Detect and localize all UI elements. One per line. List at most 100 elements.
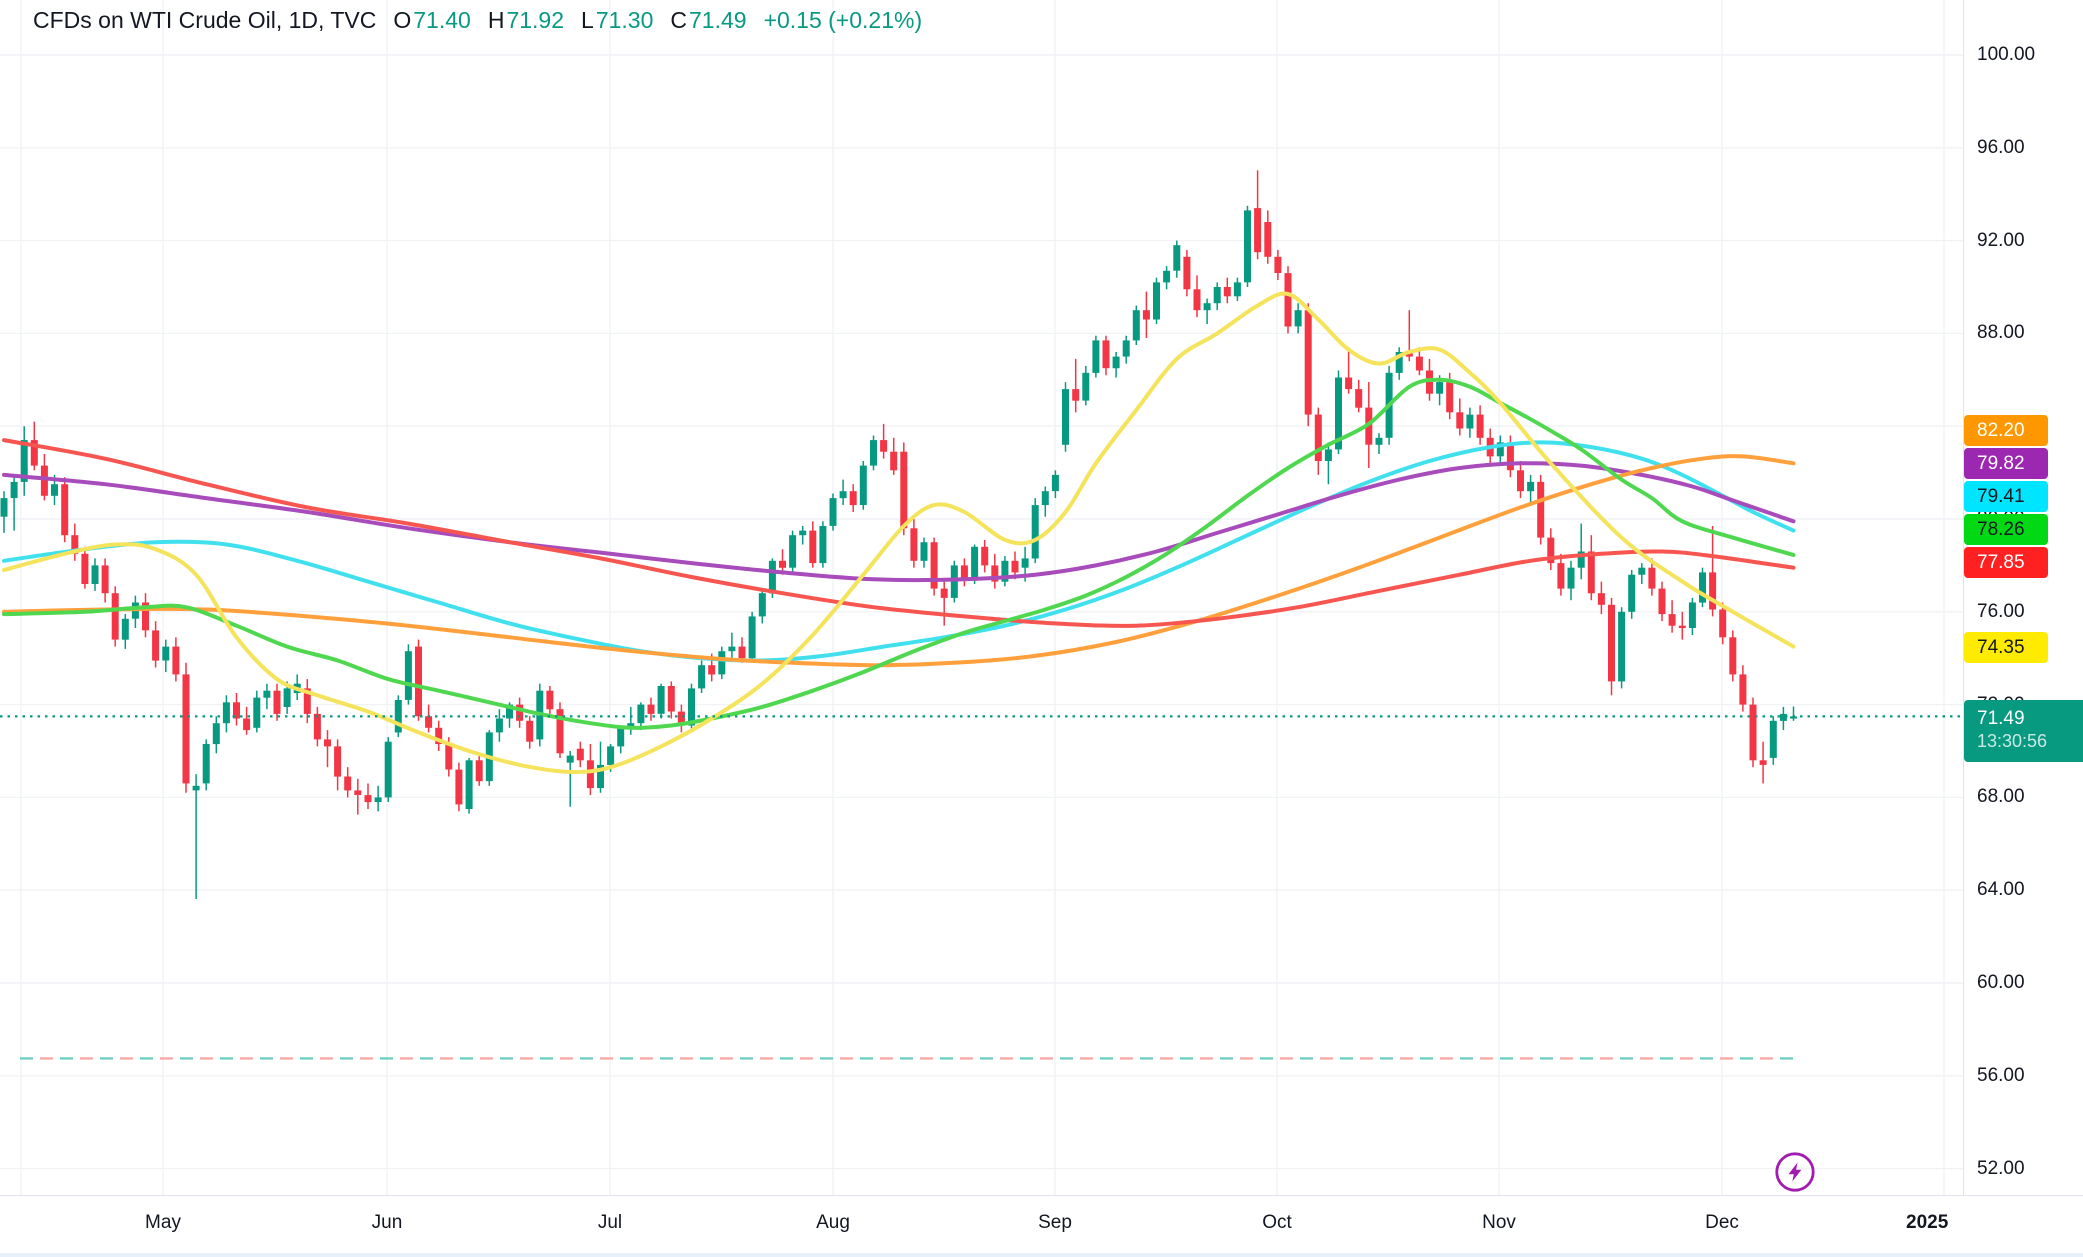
candle-body[interactable] (940, 588, 948, 598)
candle-body[interactable] (1335, 377, 1342, 450)
price-axis[interactable]: 100.0096.0092.0088.0084.0080.0076.0072.0… (1963, 0, 2083, 1195)
candle-body[interactable] (1112, 356, 1120, 369)
candle-body[interactable] (1122, 340, 1130, 357)
candle-body[interactable] (172, 646, 180, 675)
candle-body[interactable] (404, 651, 412, 700)
candle-body[interactable] (1173, 245, 1181, 271)
candle-body[interactable] (364, 795, 372, 803)
candle-body[interactable] (647, 704, 655, 714)
candle-body[interactable] (1405, 352, 1413, 357)
candle-body[interactable] (475, 760, 483, 782)
candle-body[interactable] (748, 616, 756, 659)
candle-body[interactable] (1102, 340, 1110, 369)
candle-body[interactable] (1132, 310, 1140, 341)
candle-body[interactable] (1193, 289, 1201, 311)
candle-body[interactable] (313, 713, 321, 740)
candle-body[interactable] (30, 440, 38, 466)
candle-body[interactable] (920, 542, 928, 561)
candle-body[interactable] (192, 785, 200, 791)
candle-body[interactable] (1031, 505, 1039, 559)
candlestick-series[interactable] (0, 170, 1798, 899)
candle-body[interactable] (1496, 442, 1504, 457)
candle-body[interactable] (1779, 713, 1787, 721)
candle-body[interactable] (273, 690, 281, 714)
candle-body[interactable] (283, 688, 291, 707)
candle-body[interactable] (1062, 389, 1069, 445)
candle-body[interactable] (1436, 382, 1444, 394)
candle-body[interactable] (415, 646, 422, 717)
candle-body[interactable] (1547, 537, 1555, 564)
candle-body[interactable] (597, 764, 604, 789)
candle-body[interactable] (586, 760, 594, 789)
candle-body[interactable] (243, 718, 251, 731)
candle-body[interactable] (890, 451, 898, 471)
candle-body[interactable] (1517, 470, 1524, 492)
candle-body[interactable] (829, 498, 837, 526)
candle-body[interactable] (1577, 551, 1585, 568)
candle-body[interactable] (1314, 414, 1322, 461)
candle-body[interactable] (1244, 210, 1251, 283)
candle-body[interactable] (71, 535, 79, 554)
candle-body[interactable] (20, 440, 28, 482)
candle-body[interactable] (758, 593, 766, 617)
ma-badge-orange[interactable]: 82.20 (1964, 415, 2048, 446)
candle-body[interactable] (374, 797, 382, 802)
candle-body[interactable] (637, 704, 645, 724)
candle-body[interactable] (1041, 491, 1049, 506)
candle-body[interactable] (779, 560, 786, 568)
candle-body[interactable] (991, 565, 999, 582)
candle-body[interactable] (1699, 572, 1706, 603)
time-axis[interactable]: May Jun Jul Aug Sep Oct Nov Dec 2025 (0, 1195, 2083, 1253)
candle-body[interactable] (1082, 372, 1090, 401)
candle-body[interactable] (627, 723, 635, 728)
candle-body[interactable] (81, 553, 89, 584)
candle-body[interactable] (617, 727, 625, 747)
candle-body[interactable] (799, 530, 807, 536)
candle-body[interactable] (1608, 604, 1615, 682)
candle-body[interactable] (677, 711, 685, 726)
candle-body[interactable] (51, 484, 58, 496)
candle-body[interactable] (1395, 352, 1403, 373)
candle-body[interactable] (1284, 273, 1292, 327)
candle-body[interactable] (455, 769, 463, 805)
candle-body[interactable] (738, 646, 746, 659)
candle-body[interactable] (1142, 310, 1150, 320)
ma-purple-line[interactable] (2, 461, 1796, 583)
candle-body[interactable] (1638, 567, 1646, 575)
candle-body[interactable] (1345, 377, 1353, 390)
candle-body[interactable] (607, 746, 615, 765)
candle-body[interactable] (111, 593, 119, 640)
candle-body[interactable] (384, 741, 392, 798)
candle-body[interactable] (40, 465, 48, 496)
candle-body[interactable] (789, 535, 797, 568)
candle-body[interactable] (768, 560, 776, 594)
candle-body[interactable] (728, 646, 736, 652)
candle-body[interactable] (950, 565, 958, 598)
candle-body[interactable] (698, 665, 706, 689)
candle-body[interactable] (465, 760, 473, 809)
candle-body[interactable] (1759, 760, 1767, 765)
candle-body[interactable] (10, 481, 18, 499)
candle-body[interactable] (435, 727, 443, 744)
candle-body[interactable] (1051, 474, 1059, 492)
candle-body[interactable] (445, 744, 453, 770)
candle-body[interactable] (1739, 674, 1747, 705)
candle-body[interactable] (1729, 637, 1737, 675)
candle-body[interactable] (101, 565, 109, 594)
candle-body[interactable] (506, 704, 513, 719)
candle-body[interactable] (556, 709, 564, 754)
candle-body[interactable] (1223, 287, 1231, 297)
candle-body[interactable] (900, 451, 908, 529)
candle-body[interactable] (1233, 282, 1241, 297)
candle-body[interactable] (870, 440, 877, 466)
candle-body[interactable] (1294, 310, 1302, 327)
ma-badge-yellow[interactable]: 74.35 (1964, 632, 2048, 663)
candle-body[interactable] (1324, 449, 1332, 461)
ma-yellow-line[interactable] (2, 291, 1796, 774)
candle-body[interactable] (91, 565, 99, 584)
candle-body[interactable] (495, 718, 503, 733)
candle-body[interactable] (1092, 340, 1100, 373)
candle-body[interactable] (1072, 389, 1080, 401)
ma-badge-purple[interactable]: 79.82 (1964, 448, 2048, 479)
candle-body[interactable] (1254, 208, 1262, 253)
